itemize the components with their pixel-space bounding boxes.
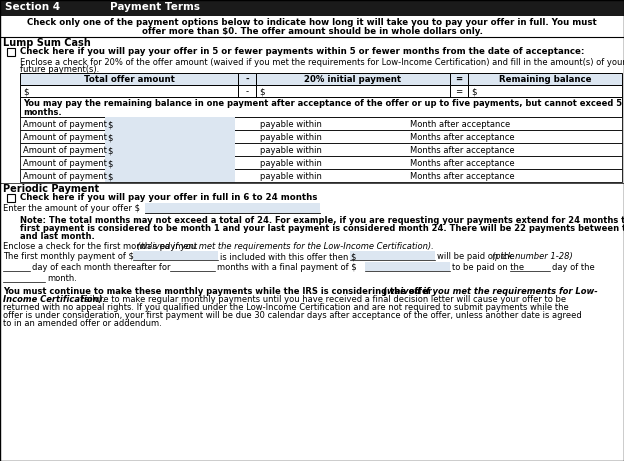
Bar [20, 156, 622, 169]
Text: day of each month thereafter for: day of each month thereafter for [32, 263, 170, 272]
Bar [256, 85, 450, 97]
Text: is included with this offer then $: is included with this offer then $ [220, 252, 356, 261]
Text: =: = [456, 75, 462, 84]
Text: $: $ [107, 146, 112, 155]
Text: $: $ [107, 172, 112, 181]
Text: returned with no appeal rights. If you qualified under the Low-Income Certificat: returned with no appeal rights. If you q… [3, 303, 568, 312]
Text: Amount of payment: Amount of payment [23, 159, 107, 168]
Bar [350, 251, 435, 260]
Text: Lump Sum Cash: Lump Sum Cash [3, 38, 90, 48]
Bar [105, 143, 235, 156]
Text: -: - [245, 75, 249, 84]
Text: first payment is considered to be month 1 and your last payment is considered mo: first payment is considered to be month … [20, 224, 624, 233]
Bar [20, 143, 622, 156]
Text: Check here if you will pay your offer in full in 6 to 24 months: Check here if you will pay your offer in… [20, 193, 318, 202]
Text: Amount of payment: Amount of payment [23, 120, 107, 129]
Bar [468, 73, 622, 85]
Text: offer is under consideration, your first payment will be due 30 calendar days af: offer is under consideration, your first… [3, 311, 582, 320]
Text: $: $ [471, 87, 477, 96]
Text: Months after acceptance: Months after acceptance [410, 159, 515, 168]
Text: $: $ [107, 120, 112, 129]
Text: Amount of payment: Amount of payment [23, 172, 107, 181]
Bar [133, 251, 218, 260]
Text: payable within: payable within [260, 172, 322, 181]
Text: months.: months. [23, 108, 62, 117]
Text: Amount of payment: Amount of payment [23, 133, 107, 142]
Text: payable within: payable within [260, 159, 322, 168]
Text: -: - [245, 87, 248, 96]
Text: Payment Terms: Payment Terms [110, 2, 200, 12]
Bar [0, 0, 624, 16]
Text: You may pay the remaining balance in one payment after acceptance of the offer o: You may pay the remaining balance in one… [23, 99, 622, 108]
Bar [105, 156, 235, 169]
Text: Failure to make regular monthly payments until you have received a final decisio: Failure to make regular monthly payments… [78, 295, 566, 304]
Text: payable within: payable within [260, 146, 322, 155]
Text: (waived if you met the requirements for Low-: (waived if you met the requirements for … [383, 287, 598, 296]
Text: to be paid on the: to be paid on the [452, 263, 524, 272]
Text: Periodic Payment: Periodic Payment [3, 184, 99, 194]
Text: The first monthly payment of $: The first monthly payment of $ [3, 252, 134, 261]
Text: Enclose a check for the first month’s payment: Enclose a check for the first month’s pa… [3, 242, 200, 251]
Text: Check only one of the payment options below to indicate how long it will take yo: Check only one of the payment options be… [27, 18, 597, 27]
Bar [450, 85, 468, 97]
Text: You must continue to make these monthly payments while the IRS is considering th: You must continue to make these monthly … [3, 287, 435, 296]
Bar [20, 169, 622, 182]
Text: Note: The total months may not exceed a total of 24. For example, if you are req: Note: The total months may not exceed a … [20, 216, 624, 225]
Text: Months after acceptance: Months after acceptance [410, 133, 515, 142]
Bar [256, 73, 450, 85]
Bar [105, 130, 235, 143]
Text: payable within: payable within [260, 120, 322, 129]
Text: (waived if you met the requirements for the Low-Income Certification).: (waived if you met the requirements for … [137, 242, 434, 251]
Bar [105, 169, 235, 182]
Text: will be paid on the: will be paid on the [437, 252, 515, 261]
Text: Month after acceptance: Month after acceptance [410, 120, 510, 129]
Text: Months after acceptance: Months after acceptance [410, 146, 515, 155]
Text: and last month.: and last month. [20, 232, 95, 241]
Bar [145, 203, 320, 213]
Text: $: $ [23, 87, 29, 96]
Bar [7, 48, 15, 56]
Text: Income Certification).: Income Certification). [3, 295, 105, 304]
Bar [105, 117, 235, 130]
Text: Remaining balance: Remaining balance [499, 75, 592, 84]
Bar [20, 73, 238, 85]
Text: 20% initial payment: 20% initial payment [305, 75, 402, 84]
Bar [7, 194, 15, 202]
Text: future payment(s).: future payment(s). [20, 65, 99, 74]
Bar [365, 262, 450, 271]
Text: Section 4: Section 4 [5, 2, 60, 12]
Text: Total offer amount: Total offer amount [84, 75, 175, 84]
Text: Enter the amount of your offer $: Enter the amount of your offer $ [3, 204, 140, 213]
Text: payable within: payable within [260, 133, 322, 142]
Bar [238, 85, 256, 97]
Text: months with a final payment of $: months with a final payment of $ [217, 263, 357, 272]
Bar [20, 117, 622, 130]
Text: Check here if you will pay your offer in 5 or fewer payments within 5 or fewer m: Check here if you will pay your offer in… [20, 47, 584, 56]
Text: =: = [456, 87, 462, 96]
Text: $: $ [259, 87, 265, 96]
Text: (pick number 1-28): (pick number 1-28) [492, 252, 573, 261]
Bar [238, 73, 256, 85]
Bar [20, 130, 622, 143]
Text: $: $ [107, 159, 112, 168]
Bar [450, 73, 468, 85]
Bar [20, 97, 622, 117]
Text: $: $ [107, 133, 112, 142]
Text: offer more than $0. The offer amount should be in whole dollars only.: offer more than $0. The offer amount sho… [142, 27, 482, 36]
Bar [20, 85, 238, 97]
Bar [468, 85, 622, 97]
Text: day of the: day of the [552, 263, 595, 272]
Text: Months after acceptance: Months after acceptance [410, 172, 515, 181]
Text: Enclose a check for 20% of the offer amount (waived if you met the requirements : Enclose a check for 20% of the offer amo… [20, 58, 624, 67]
Text: to in an amended offer or addendum.: to in an amended offer or addendum. [3, 319, 162, 328]
Text: month.: month. [47, 274, 77, 283]
Text: Amount of payment: Amount of payment [23, 146, 107, 155]
